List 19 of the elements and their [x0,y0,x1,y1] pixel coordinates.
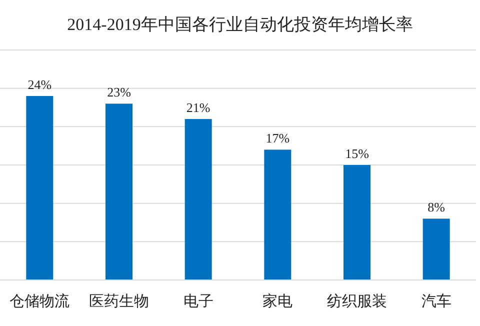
x-tick-label: 汽车 [421,293,452,310]
data-label: 21% [186,100,210,115]
data-label: 24% [28,77,52,92]
x-tick-label: 家电 [262,293,293,310]
chart-title: 2014-2019年中国各行业自动化投资年均增长率 [67,15,413,34]
bar [344,165,370,280]
x-tick-label: 纺织服装 [327,293,387,310]
data-label: 23% [107,84,132,100]
data-label: 17% [266,130,290,146]
bar [106,104,132,280]
bar [422,218,450,280]
bar [264,150,292,280]
bar [26,96,54,280]
x-tick-label: 医药生物 [89,293,149,310]
x-tick-label: 仓储物流 [10,293,70,310]
x-tick-label: 电子 [183,293,214,310]
data-label: 8% [428,200,446,215]
data-label: 15% [345,146,370,161]
bar [184,119,212,280]
